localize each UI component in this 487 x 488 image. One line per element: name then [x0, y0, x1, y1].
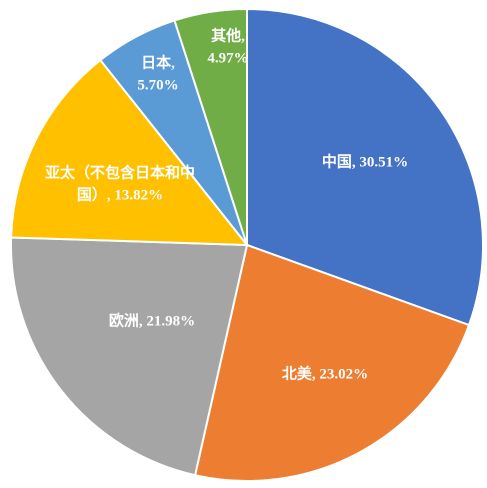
data-label: 日本, [141, 53, 175, 71]
data-label: 其他, [211, 26, 245, 44]
data-label: 亚太（不包含日本和中 [45, 163, 195, 181]
data-label: 国）, 13.82% [77, 185, 163, 203]
pie-slice [173, 7, 248, 246]
data-label: 欧洲, 21.98% [109, 311, 195, 329]
pie-slice [10, 58, 250, 247]
pie-slice [10, 236, 249, 477]
data-label: 5.70% [137, 77, 178, 93]
pie-slice [246, 7, 484, 327]
data-label: 北美, 23.02% [282, 364, 368, 382]
data-label: 4.97% [207, 50, 248, 66]
data-label: 中国, 30.51% [322, 152, 408, 170]
pie-slice [193, 243, 471, 482]
